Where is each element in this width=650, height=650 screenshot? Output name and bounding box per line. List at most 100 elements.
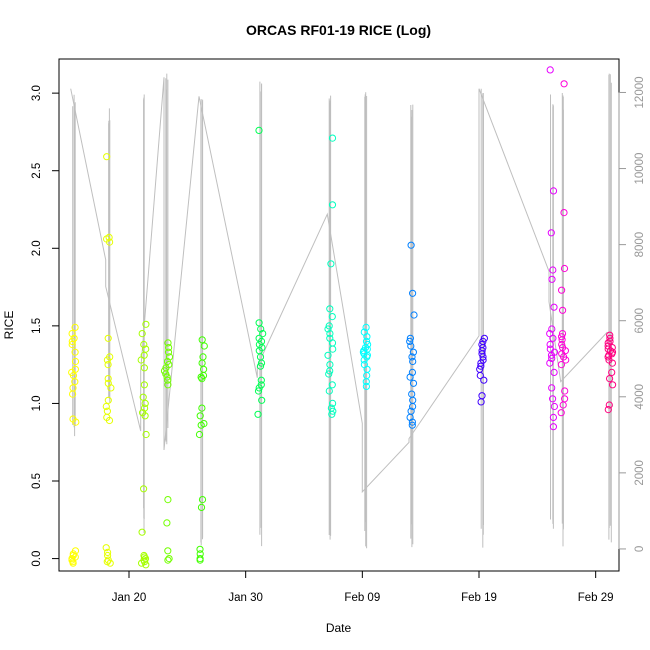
- rice-point: [164, 348, 173, 356]
- rice-point: [164, 381, 172, 389]
- x-tick-label: Feb 29: [578, 592, 614, 604]
- rice-point: [328, 381, 336, 389]
- x-tick-label: Feb 09: [344, 592, 380, 604]
- rice-point: [549, 266, 557, 274]
- rice-point: [139, 393, 147, 401]
- rice-point: [550, 303, 558, 311]
- rice-point: [164, 556, 172, 564]
- y-tick-label: 1.5: [31, 318, 43, 334]
- rice-point: [605, 401, 613, 409]
- rice-point: [256, 362, 265, 370]
- rice-point: [140, 381, 148, 389]
- rice-point: [106, 238, 114, 246]
- altitude-connector-line: [70, 77, 608, 494]
- rice-point: [561, 387, 569, 395]
- rice-point: [327, 260, 335, 268]
- rice-point: [259, 330, 267, 338]
- rice-point: [546, 340, 554, 349]
- rice-point: [547, 351, 556, 359]
- rice-point: [71, 357, 80, 366]
- rice-point: [560, 80, 568, 88]
- y2-tick-label: 10000: [634, 153, 646, 185]
- rice-point: [328, 201, 337, 209]
- rice-point: [604, 353, 612, 361]
- rice-point: [140, 553, 149, 561]
- rice-point: [142, 430, 150, 439]
- rice-point: [409, 357, 417, 366]
- y-tick-label: 0.0: [31, 551, 43, 567]
- rice-point: [71, 348, 79, 356]
- rice-point: [200, 342, 208, 350]
- y-tick-label: 2.0: [31, 240, 43, 256]
- rice-point: [103, 153, 111, 161]
- rice-point: [558, 333, 566, 341]
- rice-point: [324, 325, 332, 333]
- rice-point: [104, 375, 112, 383]
- rice-point: [164, 376, 172, 384]
- y-axis-right: 0 2000 4000 6000 8000 10000 12000: [618, 76, 646, 552]
- rice-point: [164, 547, 172, 555]
- rice-point: [165, 555, 173, 563]
- rice-point: [549, 413, 558, 421]
- rice-point: [406, 334, 414, 342]
- rice-point: [142, 561, 150, 569]
- y-tick-label: 1.0: [31, 395, 43, 411]
- rice-point: [257, 376, 265, 384]
- rice-point: [198, 375, 206, 383]
- rice-point: [140, 364, 148, 372]
- rice-point: [104, 334, 112, 342]
- rice-point: [558, 340, 566, 349]
- rice-point: [198, 336, 206, 344]
- rice-point: [606, 337, 614, 345]
- rice-point: [325, 322, 333, 330]
- rice-point: [107, 384, 115, 392]
- plot-frame: [58, 58, 620, 572]
- rice-point: [409, 348, 417, 356]
- rice-point: [547, 229, 555, 237]
- rice-point: [408, 421, 416, 429]
- rice-point: [105, 416, 114, 425]
- rice-point: [560, 264, 569, 273]
- rice-point: [198, 496, 207, 504]
- rice-point: [548, 354, 556, 362]
- rice-point: [196, 545, 204, 553]
- rice-point: [103, 356, 112, 364]
- rice-point: [68, 337, 76, 345]
- rice-point: [141, 412, 149, 420]
- rice-point: [106, 559, 114, 567]
- rice-point: [255, 126, 263, 134]
- rice-point: [138, 330, 146, 338]
- rice-point: [479, 353, 487, 361]
- rice-point: [557, 409, 565, 417]
- rice-point: [549, 187, 558, 195]
- rice-point: [559, 401, 567, 409]
- y2-tick-label: 0: [634, 546, 646, 552]
- rice-point: [407, 241, 415, 249]
- rice-point: [606, 334, 614, 342]
- rice-point: [407, 342, 415, 350]
- rice-point: [164, 496, 172, 504]
- rice-point: [198, 404, 206, 412]
- rice-point: [164, 339, 172, 347]
- rice-point: [409, 379, 418, 387]
- rice-point: [104, 361, 112, 369]
- rice-point: [329, 407, 337, 415]
- y-tick-label: 0.5: [31, 473, 43, 489]
- rice-point: [609, 381, 617, 389]
- rice-point: [102, 402, 110, 411]
- rice-point: [608, 359, 617, 367]
- rice-point: [104, 396, 112, 404]
- rice-point: [165, 353, 174, 361]
- rice-point: [329, 399, 337, 407]
- rice-point: [69, 390, 77, 398]
- rice-point: [325, 370, 333, 378]
- rice-point: [550, 368, 558, 376]
- rice-point: [138, 559, 146, 567]
- rice-point: [326, 367, 334, 375]
- rice-point: [142, 320, 150, 328]
- rice-point: [328, 134, 337, 142]
- rice-point: [197, 421, 205, 429]
- rice-point: [163, 373, 171, 381]
- rice-point: [549, 423, 558, 431]
